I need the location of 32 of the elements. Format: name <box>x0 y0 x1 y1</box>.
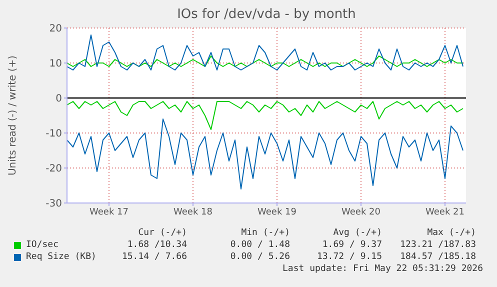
text: 15.14 / 7.66 <box>122 252 187 262</box>
text: 123.21 /187.83 <box>400 240 476 250</box>
x-tick-label: Week 19 <box>258 207 297 218</box>
text: 13.72 / 9.15 <box>316 252 382 262</box>
text: 1.68 /10.34 <box>126 240 187 250</box>
y-tick-label: -10 <box>46 128 62 140</box>
line-series <box>67 118 464 190</box>
text: Last update: Fri May 22 05:31:29 2026 <box>282 264 483 274</box>
text: 0.00 / 5.26 <box>229 252 290 262</box>
legend-label: IO/sec <box>26 240 59 250</box>
x-tick-label: Week 17 <box>90 207 128 218</box>
text: 184.57 /185.18 <box>400 252 476 262</box>
y-tick-label: -30 <box>46 198 62 210</box>
line-series <box>67 101 464 130</box>
y-tick-label: 10 <box>49 58 62 70</box>
legend-label: Req Size (KB) <box>26 252 96 262</box>
y-tick-label: -20 <box>46 164 62 175</box>
y-tick-label: 0 <box>56 94 62 105</box>
x-tick-label: Week 20 <box>342 207 381 218</box>
chart-title: IOs for /dev/vda - by month <box>176 7 357 22</box>
x-tick-label: Week 21 <box>426 207 464 218</box>
text: Min (-/+) <box>240 228 290 238</box>
line-series <box>67 56 464 67</box>
text: Cur (-/+) <box>137 228 187 238</box>
text: Max (-/+) <box>427 228 476 238</box>
y-axis-title: Units read (-) / write (+) <box>8 55 19 176</box>
y-tick-label: 20 <box>49 24 62 35</box>
text: Avg (-/+) <box>333 228 382 238</box>
x-tick-label: Week 18 <box>174 207 213 218</box>
text: 0.00 / 1.48 <box>229 240 290 250</box>
line-series <box>67 34 464 70</box>
text: 1.69 / 9.37 <box>322 240 382 250</box>
